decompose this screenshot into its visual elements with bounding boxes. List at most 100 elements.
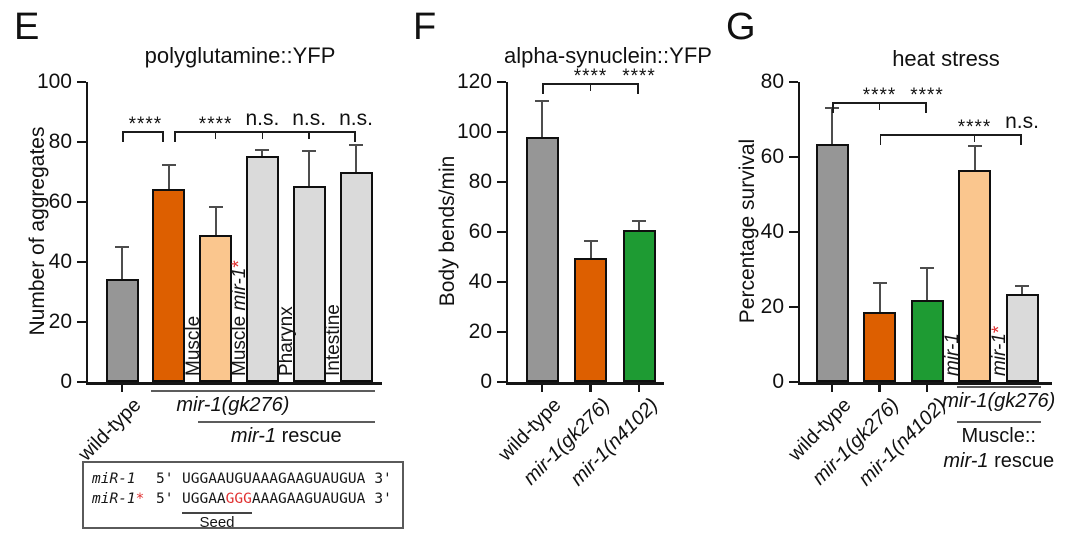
significance-label: **** — [128, 114, 163, 135]
bar-mir-1- — [1005, 293, 1039, 382]
y-tick — [789, 305, 798, 309]
bar-wild-type — [815, 143, 849, 382]
group-line — [956, 386, 1041, 388]
bracket-end — [173, 131, 176, 142]
y-tick — [497, 180, 506, 184]
significance-bracket — [879, 134, 1022, 136]
bracket-end — [879, 134, 882, 145]
y-axis — [505, 82, 508, 385]
error-bar — [589, 240, 592, 259]
x-axis — [85, 382, 382, 385]
y-tick-label: 0 — [772, 370, 784, 393]
y-tick — [77, 200, 86, 204]
y-tick-label: 40 — [760, 220, 784, 243]
error-bar-cap — [161, 163, 176, 166]
significance-label: **** — [198, 114, 233, 135]
y-tick — [77, 320, 86, 324]
chart-title-G: heat stress — [892, 46, 1000, 71]
significance-label: **** — [862, 85, 897, 106]
error-bar-cap — [255, 148, 270, 151]
y-tick — [77, 380, 86, 384]
error-bar — [261, 149, 264, 156]
y-tick-label: 20 — [48, 310, 72, 333]
x-tick — [540, 384, 544, 392]
x-axis — [797, 382, 1052, 385]
error-bar-cap — [1015, 285, 1029, 288]
group-label: mir-1(gk276) — [176, 394, 290, 416]
x-tick — [589, 384, 592, 392]
bracket-tick — [261, 131, 264, 139]
error-bar-cap — [872, 282, 887, 284]
error-bar — [831, 108, 833, 144]
bar-wild-type — [525, 137, 559, 382]
error-bar-cap — [632, 219, 646, 222]
y-tick-label: 60 — [468, 220, 492, 243]
y-tick — [789, 230, 798, 234]
bar-wild-type — [105, 278, 139, 382]
bar-mir-1-gk276- — [863, 311, 896, 382]
y-tick — [497, 80, 506, 84]
y-tick-label: 60 — [760, 145, 784, 168]
y-tick-label: 0 — [60, 370, 72, 393]
error-bar — [1021, 286, 1023, 294]
chart-title-F: alpha-synuclein::YFP — [504, 43, 712, 68]
significance-label: **** — [622, 66, 656, 87]
x-axis — [505, 382, 664, 385]
sequence-row-mir1-star: miR-1* 5' UGGAAGGGAAAGAAGUAUGUA 3' — [92, 491, 392, 507]
significance-label: n.s. — [339, 107, 373, 130]
group-label: Muscle:: — [961, 425, 1036, 447]
y-tick — [497, 230, 506, 234]
significance-label: **** — [957, 117, 992, 138]
y-tick-label: 0 — [480, 370, 492, 393]
error-bar — [541, 100, 543, 137]
bar-inner-label: Intestine — [323, 304, 344, 376]
panel-letter-E: E — [14, 6, 40, 48]
sequence-row-mir1: miR-1 5' UGGAAUGUAAAGAAGUAUGUA 3' — [92, 471, 392, 487]
y-tick-label: 40 — [48, 250, 72, 273]
significance-label: **** — [910, 85, 944, 106]
seed-underline — [182, 512, 252, 514]
group-line — [197, 421, 375, 423]
error-bar-cap — [115, 246, 129, 248]
sequence-text: UGGAAGGGAAAGAAGUAUGUA — [182, 491, 366, 507]
group-label: mir-1(gk276) — [942, 390, 1056, 412]
error-bar-cap — [302, 150, 317, 152]
panel-letter-G: G — [726, 6, 756, 48]
y-tick-label: 20 — [760, 295, 784, 318]
y-tick — [77, 80, 86, 84]
bracket-tick — [878, 102, 881, 110]
bar-mir-1-n4102- — [910, 299, 944, 382]
bracket-end — [542, 83, 544, 94]
chart-title-E: polyglutamine::YFP — [144, 43, 336, 68]
y-tick-label: 80 — [760, 70, 784, 93]
bar-pharynx — [292, 185, 326, 382]
error-bar-cap — [349, 144, 363, 146]
bar-mir-1-gk276- — [574, 258, 607, 382]
sequence-text: UGGAAUGUAAAGAAGUAUGUA — [182, 471, 366, 487]
bracket-end — [354, 131, 356, 142]
error-bar-cap — [967, 144, 982, 147]
y-tick — [77, 140, 86, 144]
x-tick — [637, 384, 641, 392]
x-tick — [878, 384, 881, 392]
error-bar — [973, 145, 976, 171]
y-tick — [789, 380, 798, 384]
bar-intestine — [339, 172, 373, 382]
bar-inner-label: mir-1* — [989, 325, 1010, 376]
seed-label: Seed — [199, 514, 235, 531]
y-tick-label: 80 — [468, 170, 492, 193]
y-tick — [497, 380, 506, 384]
y-tick — [77, 260, 86, 264]
y-tick-label: 120 — [456, 70, 492, 93]
y-axis — [85, 82, 88, 385]
bar-inner-label: mir-1 — [941, 333, 963, 376]
x-tick — [830, 384, 834, 392]
significance-bracket — [173, 131, 356, 133]
significance-label: n.s. — [292, 107, 327, 130]
bracket-end — [162, 131, 164, 142]
bracket-end — [925, 102, 927, 113]
y-tick-label: 100 — [36, 70, 72, 93]
y-axis-label-E: Number of aggregates — [26, 126, 49, 336]
y-tick — [497, 130, 506, 134]
y-tick — [497, 280, 506, 284]
